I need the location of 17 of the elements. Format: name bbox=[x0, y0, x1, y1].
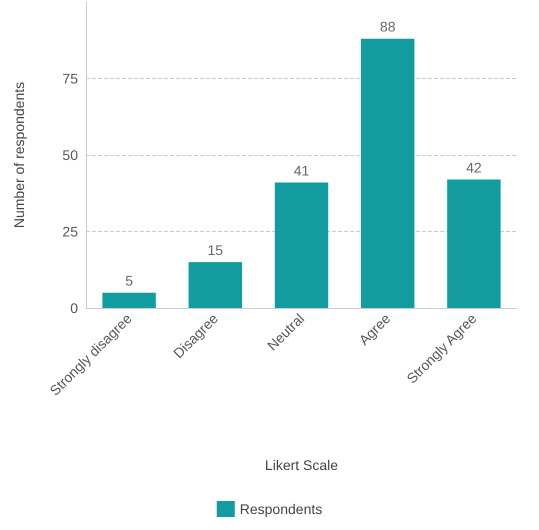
data-label: 42 bbox=[466, 159, 482, 176]
data-label: 15 bbox=[208, 242, 224, 258]
legend-label: Respondents bbox=[240, 501, 322, 517]
bar bbox=[360, 38, 414, 308]
y-tick-label: 50 bbox=[62, 147, 78, 163]
data-label: 88 bbox=[380, 18, 396, 35]
data-label: 41 bbox=[294, 162, 310, 179]
bar bbox=[188, 262, 242, 308]
y-axis-title: Number of respondents bbox=[11, 82, 27, 228]
bar bbox=[447, 179, 501, 308]
y-tick-label: 25 bbox=[62, 224, 78, 240]
bar bbox=[102, 292, 156, 308]
y-tick-label: 75 bbox=[62, 70, 78, 86]
bar bbox=[274, 182, 328, 308]
y-tick-label: 0 bbox=[70, 300, 78, 316]
x-axis-title: Likert Scale bbox=[264, 457, 338, 473]
data-label: 5 bbox=[125, 272, 134, 289]
